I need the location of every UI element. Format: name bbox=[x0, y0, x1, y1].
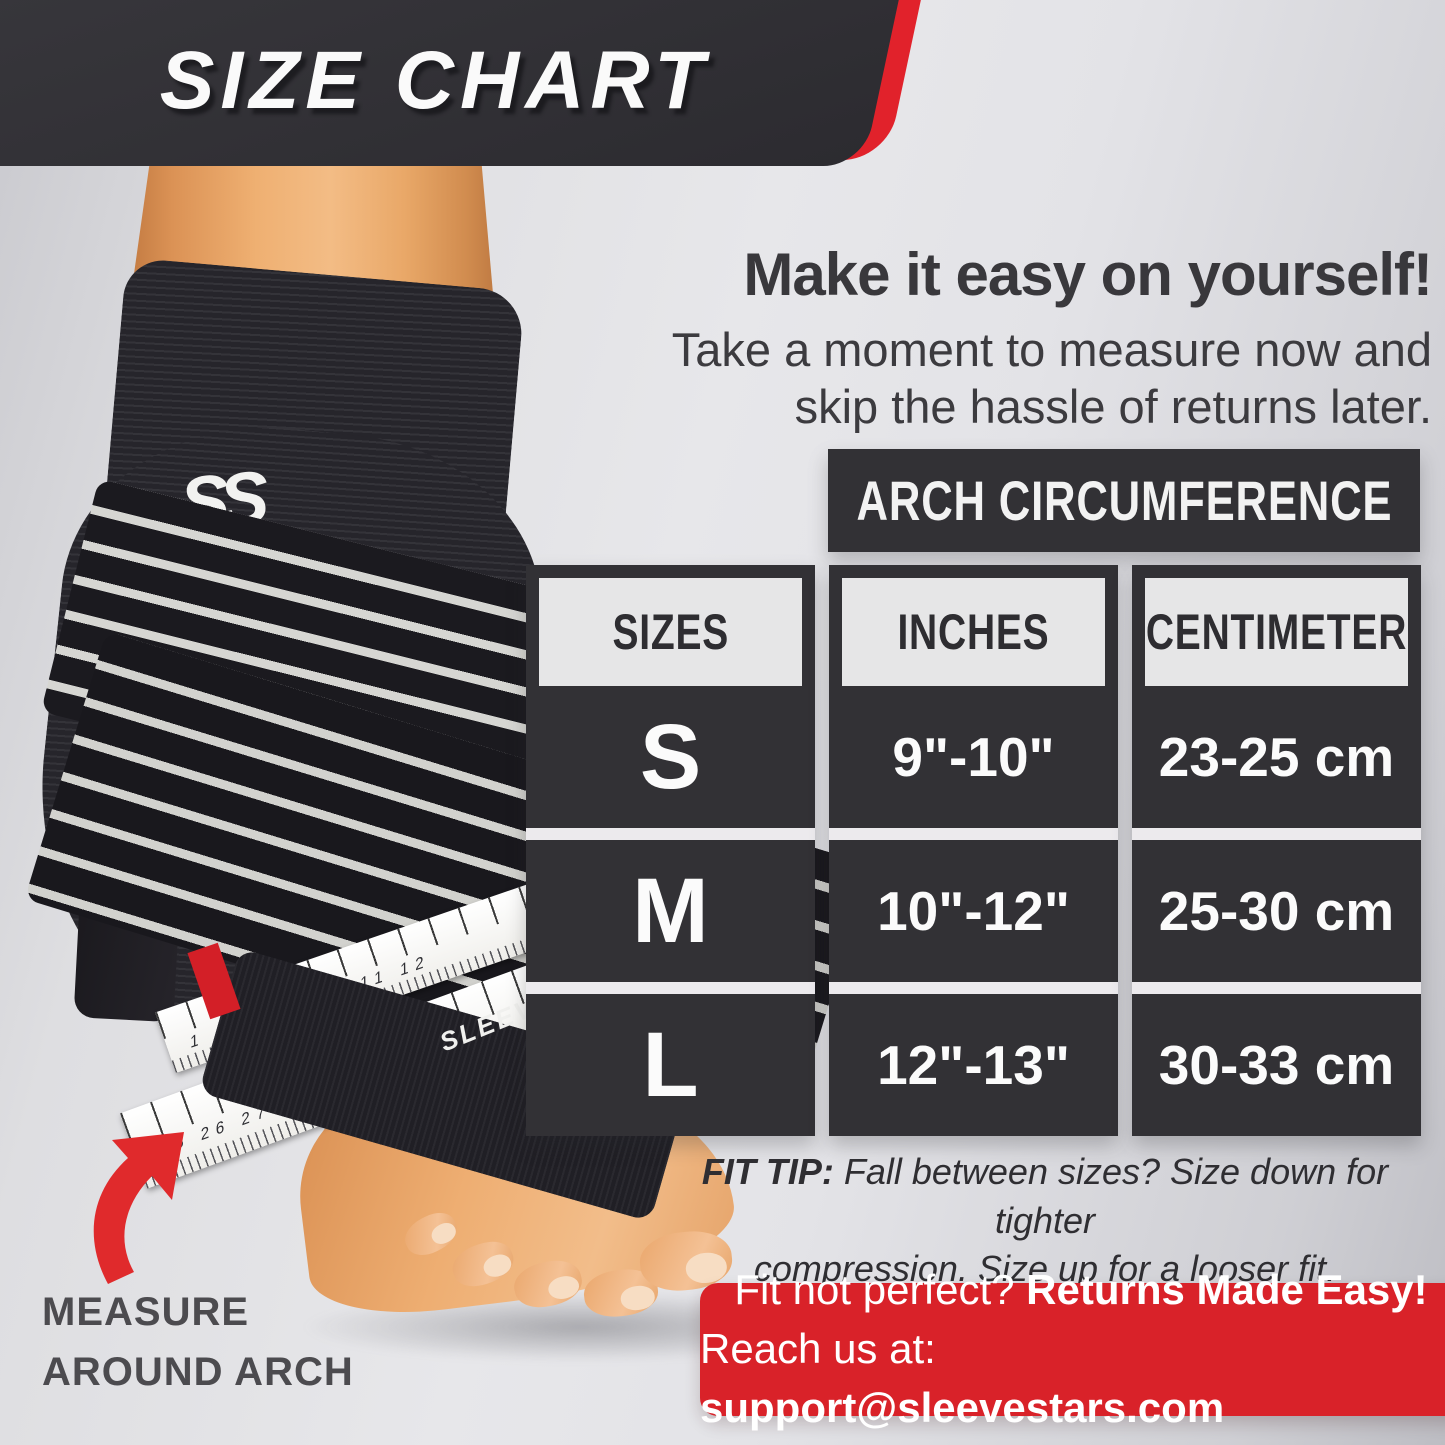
row-separator bbox=[829, 828, 1118, 840]
row-separator bbox=[526, 982, 815, 994]
support-email: support@sleevestars.com bbox=[700, 1383, 1225, 1431]
measure-around-arch-label: MEASURE AROUND ARCH bbox=[42, 1290, 354, 1394]
row-separator bbox=[1132, 982, 1421, 994]
fit-tip-line2: compression. Size up for a looser fit. bbox=[753, 1248, 1337, 1290]
fit-tip-line1: Fall between sizes? Size down for tighte… bbox=[833, 1151, 1389, 1241]
fit-tip-label: FIT TIP: bbox=[701, 1151, 834, 1192]
page-title: SIZE CHART bbox=[159, 35, 711, 126]
cell-size-s: S bbox=[639, 705, 702, 808]
banner-line2-text: Reach us at: bbox=[700, 1325, 936, 1373]
table-column-inches: INCHES 9"-10" 10"-12" 12"-13" bbox=[829, 565, 1118, 1136]
cell-inches-m: 10"-12" bbox=[877, 880, 1070, 942]
cell-size-m: M bbox=[632, 859, 709, 962]
banner-line1-bold: Returns Made Easy! bbox=[1026, 1266, 1428, 1314]
row-separator bbox=[829, 982, 1118, 994]
intro-subtitle-line2: skip the hassle of returns later. bbox=[794, 380, 1432, 434]
returns-banner: Fit not perfect? Returns Made Easy! Reac… bbox=[700, 1266, 1445, 1431]
cell-cm-s: 23-25 cm bbox=[1158, 726, 1395, 788]
cell-cm-l: 30-33 cm bbox=[1158, 1034, 1395, 1096]
cell-inches-l: 12"-13" bbox=[877, 1034, 1070, 1096]
column-header-inches: INCHES bbox=[842, 578, 1105, 686]
intro-heading: Make it easy on yourself! bbox=[743, 241, 1433, 308]
intro-subtitle-line1: Take a moment to measure now and bbox=[671, 323, 1432, 376]
intro-block: Make it easy on yourself! Take a moment … bbox=[540, 240, 1433, 436]
row-separator bbox=[526, 828, 815, 840]
fit-tip: FIT TIP: Fall between sizes? Size down f… bbox=[650, 1148, 1440, 1294]
column-header-sizes: SIZES bbox=[539, 578, 802, 686]
table-column-centimeter: CENTIMETER 23-25 cm 25-30 cm 30-33 cm bbox=[1132, 565, 1421, 1136]
cell-cm-m: 25-30 cm bbox=[1158, 880, 1395, 942]
curved-arrow-icon bbox=[78, 1112, 208, 1287]
table-title-arch-circumference: ARCH CIRCUMFERENCE bbox=[828, 449, 1420, 552]
cell-inches-s: 9"-10" bbox=[892, 726, 1055, 788]
table-column-sizes: SIZES S M L bbox=[526, 565, 815, 1136]
cell-size-l: L bbox=[642, 1013, 699, 1116]
row-separator bbox=[1132, 828, 1421, 840]
column-header-centimeter: CENTIMETER bbox=[1145, 578, 1408, 686]
banner-line1-text: Fit not perfect? bbox=[734, 1266, 1027, 1314]
